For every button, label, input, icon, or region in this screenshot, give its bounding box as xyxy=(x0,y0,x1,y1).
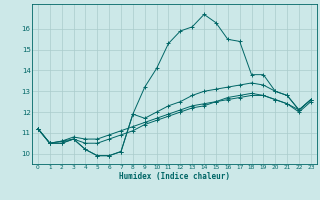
X-axis label: Humidex (Indice chaleur): Humidex (Indice chaleur) xyxy=(119,172,230,181)
